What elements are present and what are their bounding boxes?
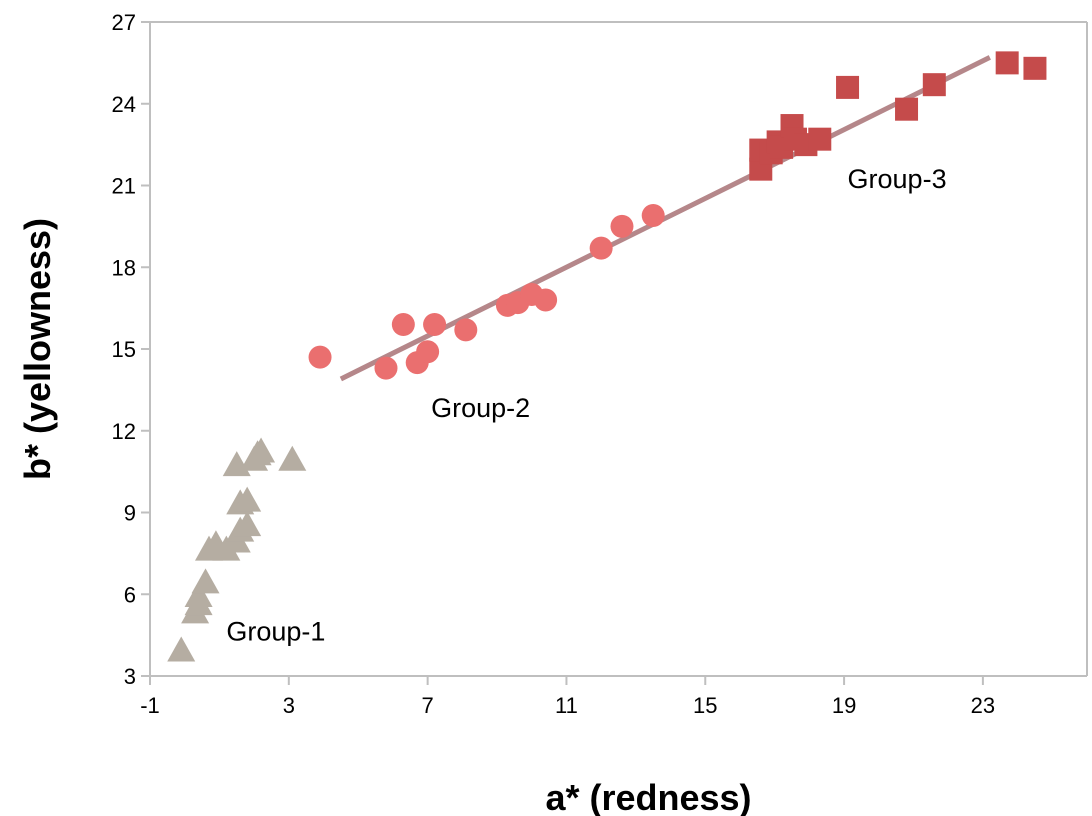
triangle-point (233, 486, 262, 512)
circle-point (589, 236, 613, 260)
circle-point (641, 203, 665, 227)
group-annotation: Group-2 (431, 393, 530, 423)
square-point (1023, 56, 1047, 80)
triangle-point (233, 511, 262, 537)
circle-point (610, 214, 634, 238)
x-tick-label: 23 (971, 693, 995, 718)
square-point (995, 51, 1019, 75)
y-tick-label: 27 (112, 10, 136, 35)
y-tick-label: 15 (112, 337, 136, 362)
square-point (808, 127, 832, 151)
circle-point (416, 340, 440, 364)
circle-point (534, 288, 558, 312)
group-annotation: Group-3 (848, 164, 947, 194)
y-axis-title: b* (yellowness) (17, 218, 58, 480)
y-tick-label: 24 (112, 92, 136, 117)
axes (149, 21, 1088, 677)
x-axis-title: a* (redness) (545, 777, 751, 816)
y-tick-label: 21 (112, 174, 136, 199)
triangle-point (167, 636, 196, 662)
x-tick-label: 15 (693, 693, 717, 718)
trendline-group (339, 55, 991, 382)
x-tick-label: -1 (140, 693, 160, 718)
square-point (836, 75, 860, 99)
x-tick-label: 19 (832, 693, 856, 718)
trendline (339, 55, 991, 382)
data-points (167, 51, 1047, 662)
triangle-point (191, 568, 220, 594)
y-tick-label: 3 (124, 664, 136, 689)
circle-point (374, 356, 398, 380)
circle-point (454, 318, 478, 342)
square-point (922, 73, 946, 97)
x-tick-label: 11 (555, 693, 578, 718)
annotations: Group-1 Group-2 Group-3 (226, 164, 946, 646)
square-point (895, 97, 919, 121)
triangle-point (247, 437, 276, 463)
y-tick-label: 12 (112, 419, 136, 444)
circle-point (423, 312, 447, 336)
triangle-point (278, 445, 307, 471)
triangle-point (184, 581, 213, 607)
circle-point (308, 345, 332, 369)
circle-point (391, 312, 415, 336)
y-tick-label: 18 (112, 255, 136, 280)
group-annotation: Group-1 (226, 617, 325, 647)
y-tick-label: 9 (124, 501, 136, 526)
y-tick-label: 6 (124, 582, 136, 607)
x-tick-label: 3 (283, 693, 295, 718)
x-tick-label: 7 (422, 693, 434, 718)
